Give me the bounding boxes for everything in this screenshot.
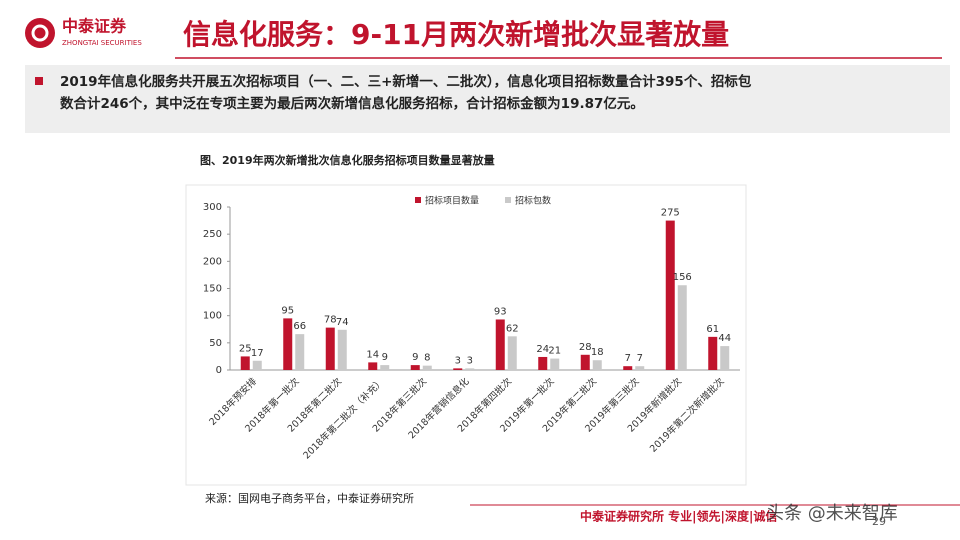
bar (252, 360, 262, 370)
data-label: 74 (336, 317, 349, 328)
data-label: 62 (506, 323, 519, 334)
bullet-marker (35, 77, 43, 85)
bar (337, 329, 347, 370)
data-label: 18 (591, 347, 604, 358)
data-label: 93 (494, 306, 507, 317)
y-tick-label: 250 (203, 229, 222, 240)
data-label: 9 (382, 352, 388, 363)
y-tick-label: 0 (216, 365, 222, 376)
bar (538, 356, 548, 370)
data-label: 7 (625, 353, 631, 364)
logo-en: ZHONGTAI SECURITIES (62, 39, 142, 47)
bar (380, 365, 390, 370)
y-tick-label: 100 (203, 311, 222, 322)
logo-icon-ring (31, 24, 49, 42)
chart-frame (185, 184, 747, 486)
chart-caption: 图、2019年两次新增批次信息化服务招标项目数量显著放量 (200, 153, 495, 167)
data-label: 156 (673, 272, 692, 283)
y-tick-label: 200 (203, 256, 222, 267)
legend-label: 招标项目数量 (425, 195, 479, 207)
bullet-text: 数合计246个，其中泛在专项主要为最后两次新增信息化服务招标，合计招标金额为19… (60, 95, 644, 112)
y-tick-label: 150 (203, 284, 222, 295)
data-label: 7 (637, 353, 643, 364)
bar (495, 319, 505, 370)
bar (550, 358, 560, 370)
logo-cn: 中泰证券 (62, 17, 127, 36)
bar (720, 346, 730, 370)
data-label: 66 (293, 321, 306, 332)
watermark: 头条 @未来智库 (766, 503, 898, 524)
data-label: 3 (467, 355, 473, 366)
bar (465, 368, 475, 370)
bar (422, 365, 432, 370)
data-label: 14 (366, 349, 379, 360)
page-number: 29 (872, 515, 886, 528)
bar (295, 334, 305, 370)
data-label: 61 (706, 324, 719, 335)
data-label: 9 (412, 352, 418, 363)
data-label: 78 (324, 315, 337, 326)
data-label: 28 (579, 342, 592, 353)
bar (507, 336, 517, 370)
bar (453, 368, 463, 370)
slide-title: 信息化服务：9-11月两次新增批次显著放量 (183, 18, 729, 51)
legend-swatch (415, 197, 421, 203)
data-label: 275 (661, 208, 680, 219)
data-label: 44 (718, 333, 731, 344)
bar (240, 356, 250, 370)
data-label: 17 (251, 348, 264, 359)
bar (325, 327, 335, 370)
bar (283, 318, 293, 370)
legend-label: 招标包数 (515, 195, 551, 207)
data-label: 21 (548, 346, 561, 357)
bar (665, 220, 675, 370)
logo-icon (25, 18, 55, 48)
bar (580, 354, 590, 370)
data-label: 25 (239, 343, 252, 354)
source: 来源：国网电子商务平台，中泰证券研究所 (205, 491, 414, 505)
y-tick-label: 300 (203, 202, 222, 213)
bar (592, 360, 602, 370)
bar (677, 285, 687, 370)
bar (623, 366, 633, 370)
bar (635, 366, 645, 370)
data-label: 8 (424, 353, 430, 364)
data-label: 3 (455, 355, 461, 366)
data-label: 24 (536, 344, 549, 355)
bullet-text: 2019年信息化服务共开展五次招标项目（一、二、三+新增一、二批次），信息化项目… (60, 73, 752, 90)
y-tick-label: 50 (209, 338, 222, 349)
data-label: 95 (281, 305, 294, 316)
bullet-box (25, 65, 950, 133)
bar (708, 336, 718, 370)
bar (368, 362, 378, 370)
footer-text: 中泰证券研究所 专业|领先|深度|诚信 (580, 509, 777, 524)
legend-swatch (505, 197, 511, 203)
bar (410, 365, 420, 370)
